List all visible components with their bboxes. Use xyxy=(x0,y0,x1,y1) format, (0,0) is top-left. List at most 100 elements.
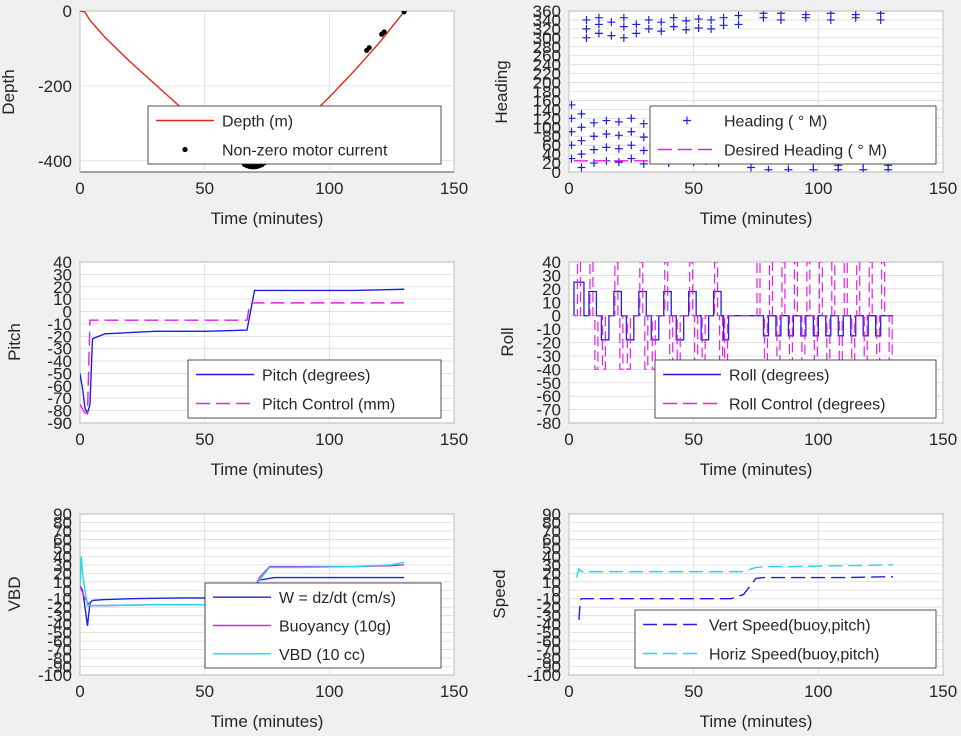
heading-series-0-marker xyxy=(639,146,648,155)
heading-legend-label: Desired Heading ( ° M) xyxy=(724,143,887,160)
depth-x-axis-label: Time (minutes) xyxy=(211,209,324,228)
roll-x-tick-label: 100 xyxy=(804,430,832,449)
speed-x-axis-label: Time (minutes) xyxy=(700,712,813,731)
heading-series-0-marker xyxy=(569,100,576,109)
pitch-series-1-line xyxy=(80,302,405,414)
speed-x-tick-label: 150 xyxy=(929,682,957,701)
vbd-y-tick-label: 40 xyxy=(53,547,72,566)
depth-series-1-point xyxy=(401,11,407,15)
heading-y-tick-label: 280 xyxy=(533,38,561,57)
heading-series-0-marker xyxy=(594,13,603,22)
vbd-y-tick-label: -80 xyxy=(47,649,72,668)
vbd-legend-label: VBD (10 cc) xyxy=(279,647,365,664)
depth-chart: 0 50 100 150 0 -200 -400 Time (minutes) Depth Dep… xyxy=(0,2,468,228)
depth-series-1-point xyxy=(381,29,387,35)
roll-y-tick-label: -10 xyxy=(536,320,561,339)
speed-y-tick-label: -100 xyxy=(527,666,561,685)
pitch-y-tick-label: 10 xyxy=(53,290,72,309)
heading-y-tick-label: 340 xyxy=(533,11,561,30)
pitch-y-tick-label: -80 xyxy=(47,402,72,421)
heading-series-0-marker xyxy=(589,159,598,168)
roll-legend: Roll (degrees) Roll Control (degrees) xyxy=(654,359,937,419)
heading-y-tick-label: 220 xyxy=(533,65,561,84)
heading-y-tick-label: 0 xyxy=(552,163,561,182)
pitch-y-tick-label: -40 xyxy=(47,352,72,371)
pitch-legend-box xyxy=(187,359,442,419)
heading-y-tick-label: 60 xyxy=(542,136,561,155)
vbd-x-axis-label: Time (minutes) xyxy=(211,712,324,731)
speed-legend: Vert Speed(buoy,pitch) Horiz Speed(buoy,p… xyxy=(634,609,937,669)
depth-x-tick-label: 150 xyxy=(440,179,468,198)
heading-series-0-marker xyxy=(682,25,691,34)
speed-series-group xyxy=(575,564,894,620)
pitch-y-tick-label: -60 xyxy=(47,377,72,396)
heading-y-tick-label: 300 xyxy=(533,29,561,48)
heading-series-0-marker xyxy=(602,129,611,138)
depth-x-tick-label: 100 xyxy=(315,179,343,198)
heading-series-0-marker xyxy=(876,11,885,18)
heading-series-0-marker xyxy=(607,31,616,40)
heading-series-0-marker xyxy=(764,165,773,172)
heading-y-tick-label: 360 xyxy=(533,2,561,21)
heading-series-0-marker xyxy=(589,118,598,127)
speed-y-tick-label: -90 xyxy=(536,658,561,677)
heading-y-axis-label: Heading xyxy=(492,60,511,123)
vbd-y-tick-label: -10 xyxy=(47,590,72,609)
heading-series-0-marker xyxy=(619,22,628,31)
heading-series-0-marker xyxy=(594,29,603,38)
vbd-y-tick-label: 30 xyxy=(53,556,72,575)
pitch-y-tick-label: -70 xyxy=(47,389,72,408)
speed-series-0-line xyxy=(578,576,894,620)
heading-y-tick-label: 100 xyxy=(533,118,561,137)
heading-y-tick-label: 200 xyxy=(533,74,561,93)
pitch-y-tick-label: -90 xyxy=(47,414,72,433)
vbd-legend-label: Buoyancy (10g) xyxy=(279,619,391,636)
speed-y-tick-label: -20 xyxy=(536,598,561,617)
heading-y-tick-label: 240 xyxy=(533,56,561,75)
heading-series-0-marker xyxy=(851,11,860,19)
speed-y-tick-label: -80 xyxy=(536,649,561,668)
vbd-y-tick-label: -20 xyxy=(47,598,72,617)
roll-y-tick-label: 10 xyxy=(542,293,561,312)
roll-x-axis-label: Time (minutes) xyxy=(700,460,813,479)
vbd-y-tick-label: 20 xyxy=(53,564,72,583)
depth-y-tick-label: -400 xyxy=(38,152,72,171)
heading-series-0-marker xyxy=(644,15,653,24)
vbd-y-tick-label: -70 xyxy=(47,641,72,660)
depth-y-axis-label: Depth xyxy=(0,69,18,114)
heading-y-tick-label: 80 xyxy=(542,127,561,146)
heading-series-0-marker xyxy=(784,165,793,172)
roll-y-tick-label: -40 xyxy=(536,360,561,379)
vbd-chart: 0 50 100 150-100-90-80-70-60-50-40-30-20-10… xyxy=(5,505,468,731)
heading-y-tick-label: 40 xyxy=(542,145,561,164)
heading-x-tick-label: 150 xyxy=(929,179,957,198)
heading-series-0-marker xyxy=(619,33,628,42)
heading-series-0-marker xyxy=(577,109,586,118)
pitch-legend-label: Pitch Control (mm) xyxy=(262,397,395,414)
heading-y-tick-label: 320 xyxy=(533,20,561,39)
depth-legend-label: Depth (m) xyxy=(222,114,293,131)
depth-x-tick-label: 0 xyxy=(75,179,84,198)
speed-legend-label: Vert Speed(buoy,pitch) xyxy=(709,618,871,635)
speed-y-tick-label: -40 xyxy=(536,615,561,634)
roll-legend-box xyxy=(654,359,937,419)
pitch-series-0-line xyxy=(80,288,405,416)
speed-series-1-line xyxy=(575,564,894,578)
heading-series-0-marker xyxy=(826,11,835,18)
vbd-x-tick-label: 0 xyxy=(75,682,84,701)
pitch-y-axis-label: Pitch xyxy=(5,323,24,361)
heading-series-0-marker xyxy=(602,143,611,152)
speed-y-tick-label: -50 xyxy=(536,624,561,643)
speed-legend-label: Horiz Speed(buoy,pitch) xyxy=(709,647,879,664)
heading-series-0-marker xyxy=(577,163,586,172)
heading-series-0-marker xyxy=(809,165,818,172)
depth-legend: Depth (m) Non-zero motor current xyxy=(147,105,442,165)
heading-series-0-marker xyxy=(619,13,628,22)
vbd-legend-label: W = dz/dt (cm/s) xyxy=(279,590,396,607)
depth-series-1-point xyxy=(366,45,372,51)
heading-series-0-marker xyxy=(876,15,885,24)
heading-series-0-marker xyxy=(657,18,666,27)
heading-series-0-marker xyxy=(694,15,703,24)
heading-series-0-marker xyxy=(776,11,785,18)
